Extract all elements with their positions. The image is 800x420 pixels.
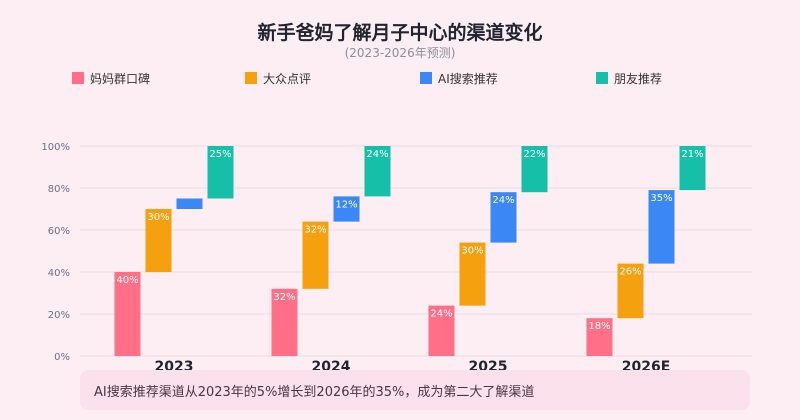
data-label: 30%: [147, 212, 169, 223]
legend-item-dianping: 大众点评: [245, 70, 311, 86]
legend-swatch-friend: [596, 72, 608, 84]
legend-label-friend: 朋友推荐: [614, 71, 663, 86]
legend: 妈妈群口碑 大众点评 AI搜索推荐 朋友推荐: [72, 70, 772, 86]
data-label: 24%: [430, 309, 452, 320]
data-label: 18%: [588, 321, 610, 332]
y-tick-label: 80%: [48, 184, 70, 195]
bar-segment: [302, 221, 329, 289]
bar-segment: [114, 272, 141, 356]
data-label: 35%: [650, 193, 672, 204]
bar-segment: [679, 146, 706, 191]
bar-segment: [333, 196, 360, 222]
legend-item-mama-group: 妈妈群口碑: [72, 70, 150, 86]
chart-subtitle: (2023-2026年预测): [344, 46, 456, 60]
legend-item-ai-search: AI搜索推荐: [420, 70, 498, 86]
bar-segment: [207, 146, 234, 199]
data-label: 32%: [304, 225, 326, 236]
data-label: 40%: [116, 275, 138, 286]
bar-segment: [428, 305, 455, 356]
legend-swatch-ai-search: [420, 72, 432, 84]
bar-segment: [145, 209, 172, 272]
data-label: 30%: [461, 246, 483, 257]
data-label: 21%: [681, 149, 703, 160]
legend-item-friend: 朋友推荐: [596, 70, 662, 86]
legend-label-mama-group: 妈妈群口碑: [90, 71, 151, 86]
data-label: 22%: [523, 149, 545, 160]
data-label: 24%: [492, 195, 514, 206]
y-tick-label: 100%: [41, 142, 70, 153]
bar-segment: [521, 146, 548, 193]
bar-segment: [459, 242, 486, 306]
y-tick-label: 20%: [48, 310, 70, 321]
bar-segment: [617, 263, 644, 319]
bar-segment: [176, 198, 203, 209]
legend-label-ai-search: AI搜索推荐: [438, 71, 498, 86]
data-label: 26%: [619, 267, 641, 278]
y-tick-label: 60%: [48, 226, 70, 237]
bar-segment: [648, 190, 675, 264]
legend-swatch-dianping: [245, 72, 257, 84]
chart-title: 新手爸妈了解月子中心的渠道变化: [257, 22, 543, 44]
legend-label-dianping: 大众点评: [263, 71, 312, 86]
y-tick-label: 0%: [54, 352, 70, 363]
data-label: 24%: [366, 149, 388, 160]
insight-note: AI搜索推荐渠道从2023年的5%增长到2026年的35%，成为第二大了解渠道: [80, 370, 750, 410]
data-label: 12%: [335, 199, 357, 210]
data-label: 25%: [209, 149, 231, 160]
y-tick-label: 40%: [48, 268, 70, 279]
bar-segment: [490, 192, 517, 243]
bar-segment: [586, 318, 613, 356]
data-label: 32%: [273, 292, 295, 303]
bar-segment: [271, 288, 298, 356]
bar-segment: [364, 146, 391, 197]
legend-swatch-mama-group: [72, 72, 84, 84]
